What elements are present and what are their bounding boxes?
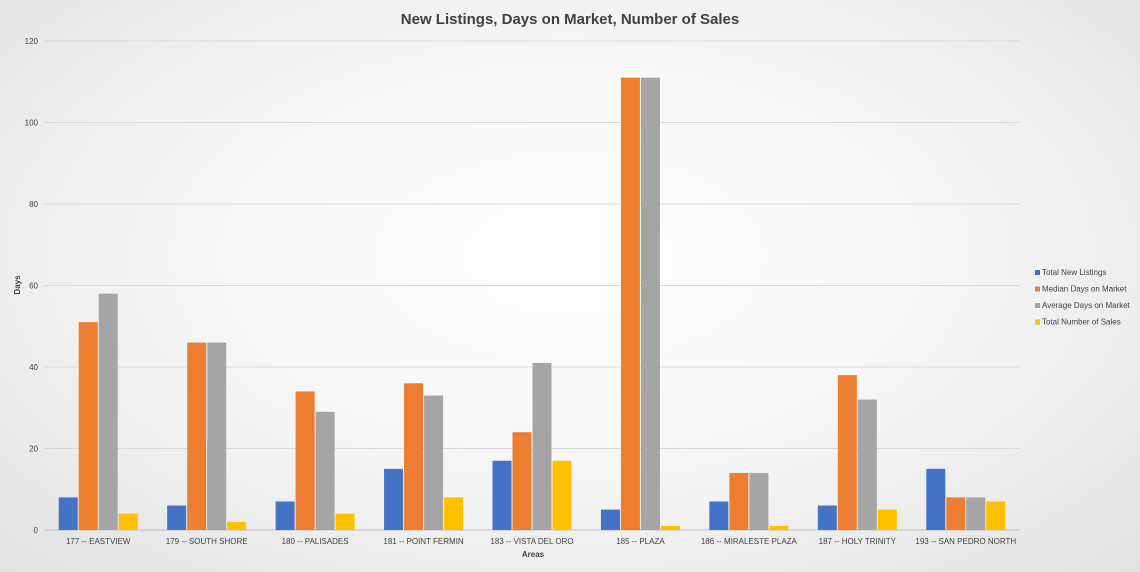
bar-total-new-listings <box>817 505 837 530</box>
bar-median-days-on-market <box>620 77 640 531</box>
x-tick-label: 186 -- MIRALESTE PLAZA <box>701 537 798 546</box>
bar-median-days-on-market <box>837 375 857 530</box>
bar-total-new-listings <box>58 497 78 530</box>
bar-total-new-listings <box>600 509 620 530</box>
legend-label: Average Days on Market <box>1042 301 1131 310</box>
x-tick-label: 179 -- SOUTH SHORE <box>166 537 248 546</box>
bar-total-number-of-sales <box>660 525 680 530</box>
bar-total-number-of-sales <box>769 525 789 530</box>
bar-total-new-listings <box>709 501 729 530</box>
y-tick-label: 40 <box>29 363 38 372</box>
legend-label: Total New Listings <box>1042 268 1106 277</box>
x-tick-label: 187 -- HOLY TRINITY <box>819 537 897 546</box>
bar-average-days-on-market <box>640 77 660 531</box>
legend: Total New Listings Median Days on Market A… <box>1035 268 1131 327</box>
bar-median-days-on-market <box>729 472 749 530</box>
bar-median-days-on-market <box>78 322 98 530</box>
y-tick-label: 100 <box>25 119 39 128</box>
y-axis-ticks: 0 20 40 60 80 100 120 <box>25 37 39 535</box>
chart-title: New Listings, Days on Market, Number of … <box>401 11 739 28</box>
x-axis-title: Areas <box>522 550 545 559</box>
legend-swatch <box>1035 286 1040 292</box>
bar-total-new-listings <box>926 468 946 530</box>
bar-total-number-of-sales <box>335 513 355 530</box>
x-tick-label: 180 -- PALISADES <box>282 537 349 546</box>
bar-median-days-on-market <box>946 497 966 530</box>
bar-average-days-on-market <box>424 395 444 530</box>
bar-total-number-of-sales <box>986 501 1006 530</box>
y-axis-title: Days <box>13 275 22 295</box>
x-tick-label: 185 -- PLAZA <box>616 537 665 546</box>
gridlines <box>44 40 1020 531</box>
y-tick-label: 60 <box>29 282 38 291</box>
bar-average-days-on-market <box>966 497 986 530</box>
legend-swatch <box>1035 270 1040 275</box>
bar-total-new-listings <box>492 460 512 530</box>
bar-average-days-on-market <box>749 472 769 530</box>
bar-total-new-listings <box>384 468 404 530</box>
y-tick-label: 0 <box>34 526 39 535</box>
bar-median-days-on-market <box>404 383 424 530</box>
legend-label: Total Number of Sales <box>1042 318 1121 327</box>
bar-total-number-of-sales <box>227 521 247 530</box>
x-tick-label: 181 -- POINT FERMIN <box>383 537 464 546</box>
y-tick-label: 120 <box>25 37 39 46</box>
bar-total-number-of-sales <box>877 509 897 530</box>
bar-total-new-listings <box>275 501 295 530</box>
legend-label: Median Days on Market <box>1042 285 1127 294</box>
bar-median-days-on-market <box>295 391 315 530</box>
x-tick-label: 193 -- SAN PEDRO NORTH <box>915 537 1016 546</box>
legend-swatch <box>1035 303 1040 308</box>
legend-swatch <box>1035 319 1040 325</box>
bar-average-days-on-market <box>207 342 227 530</box>
bar-total-new-listings <box>167 505 187 530</box>
bar-average-days-on-market <box>532 362 552 530</box>
bar-average-days-on-market <box>857 399 877 530</box>
bar-median-days-on-market <box>187 342 207 530</box>
bar-total-number-of-sales <box>552 460 572 530</box>
bar-average-days-on-market <box>315 411 335 530</box>
bar-total-number-of-sales <box>118 513 138 530</box>
bars <box>58 77 1006 531</box>
bar-total-number-of-sales <box>444 497 464 530</box>
y-tick-label: 20 <box>29 445 38 454</box>
bar-average-days-on-market <box>98 293 118 530</box>
y-tick-label: 80 <box>29 200 38 209</box>
x-tick-label: 183 -- VISTA DEL ORO <box>490 537 573 546</box>
x-axis-ticks: 177 -- EASTVIEW 179 -- SOUTH SHORE 180 -- … <box>66 537 1016 546</box>
x-tick-label: 177 -- EASTVIEW <box>66 537 131 546</box>
bar-median-days-on-market <box>512 432 532 530</box>
